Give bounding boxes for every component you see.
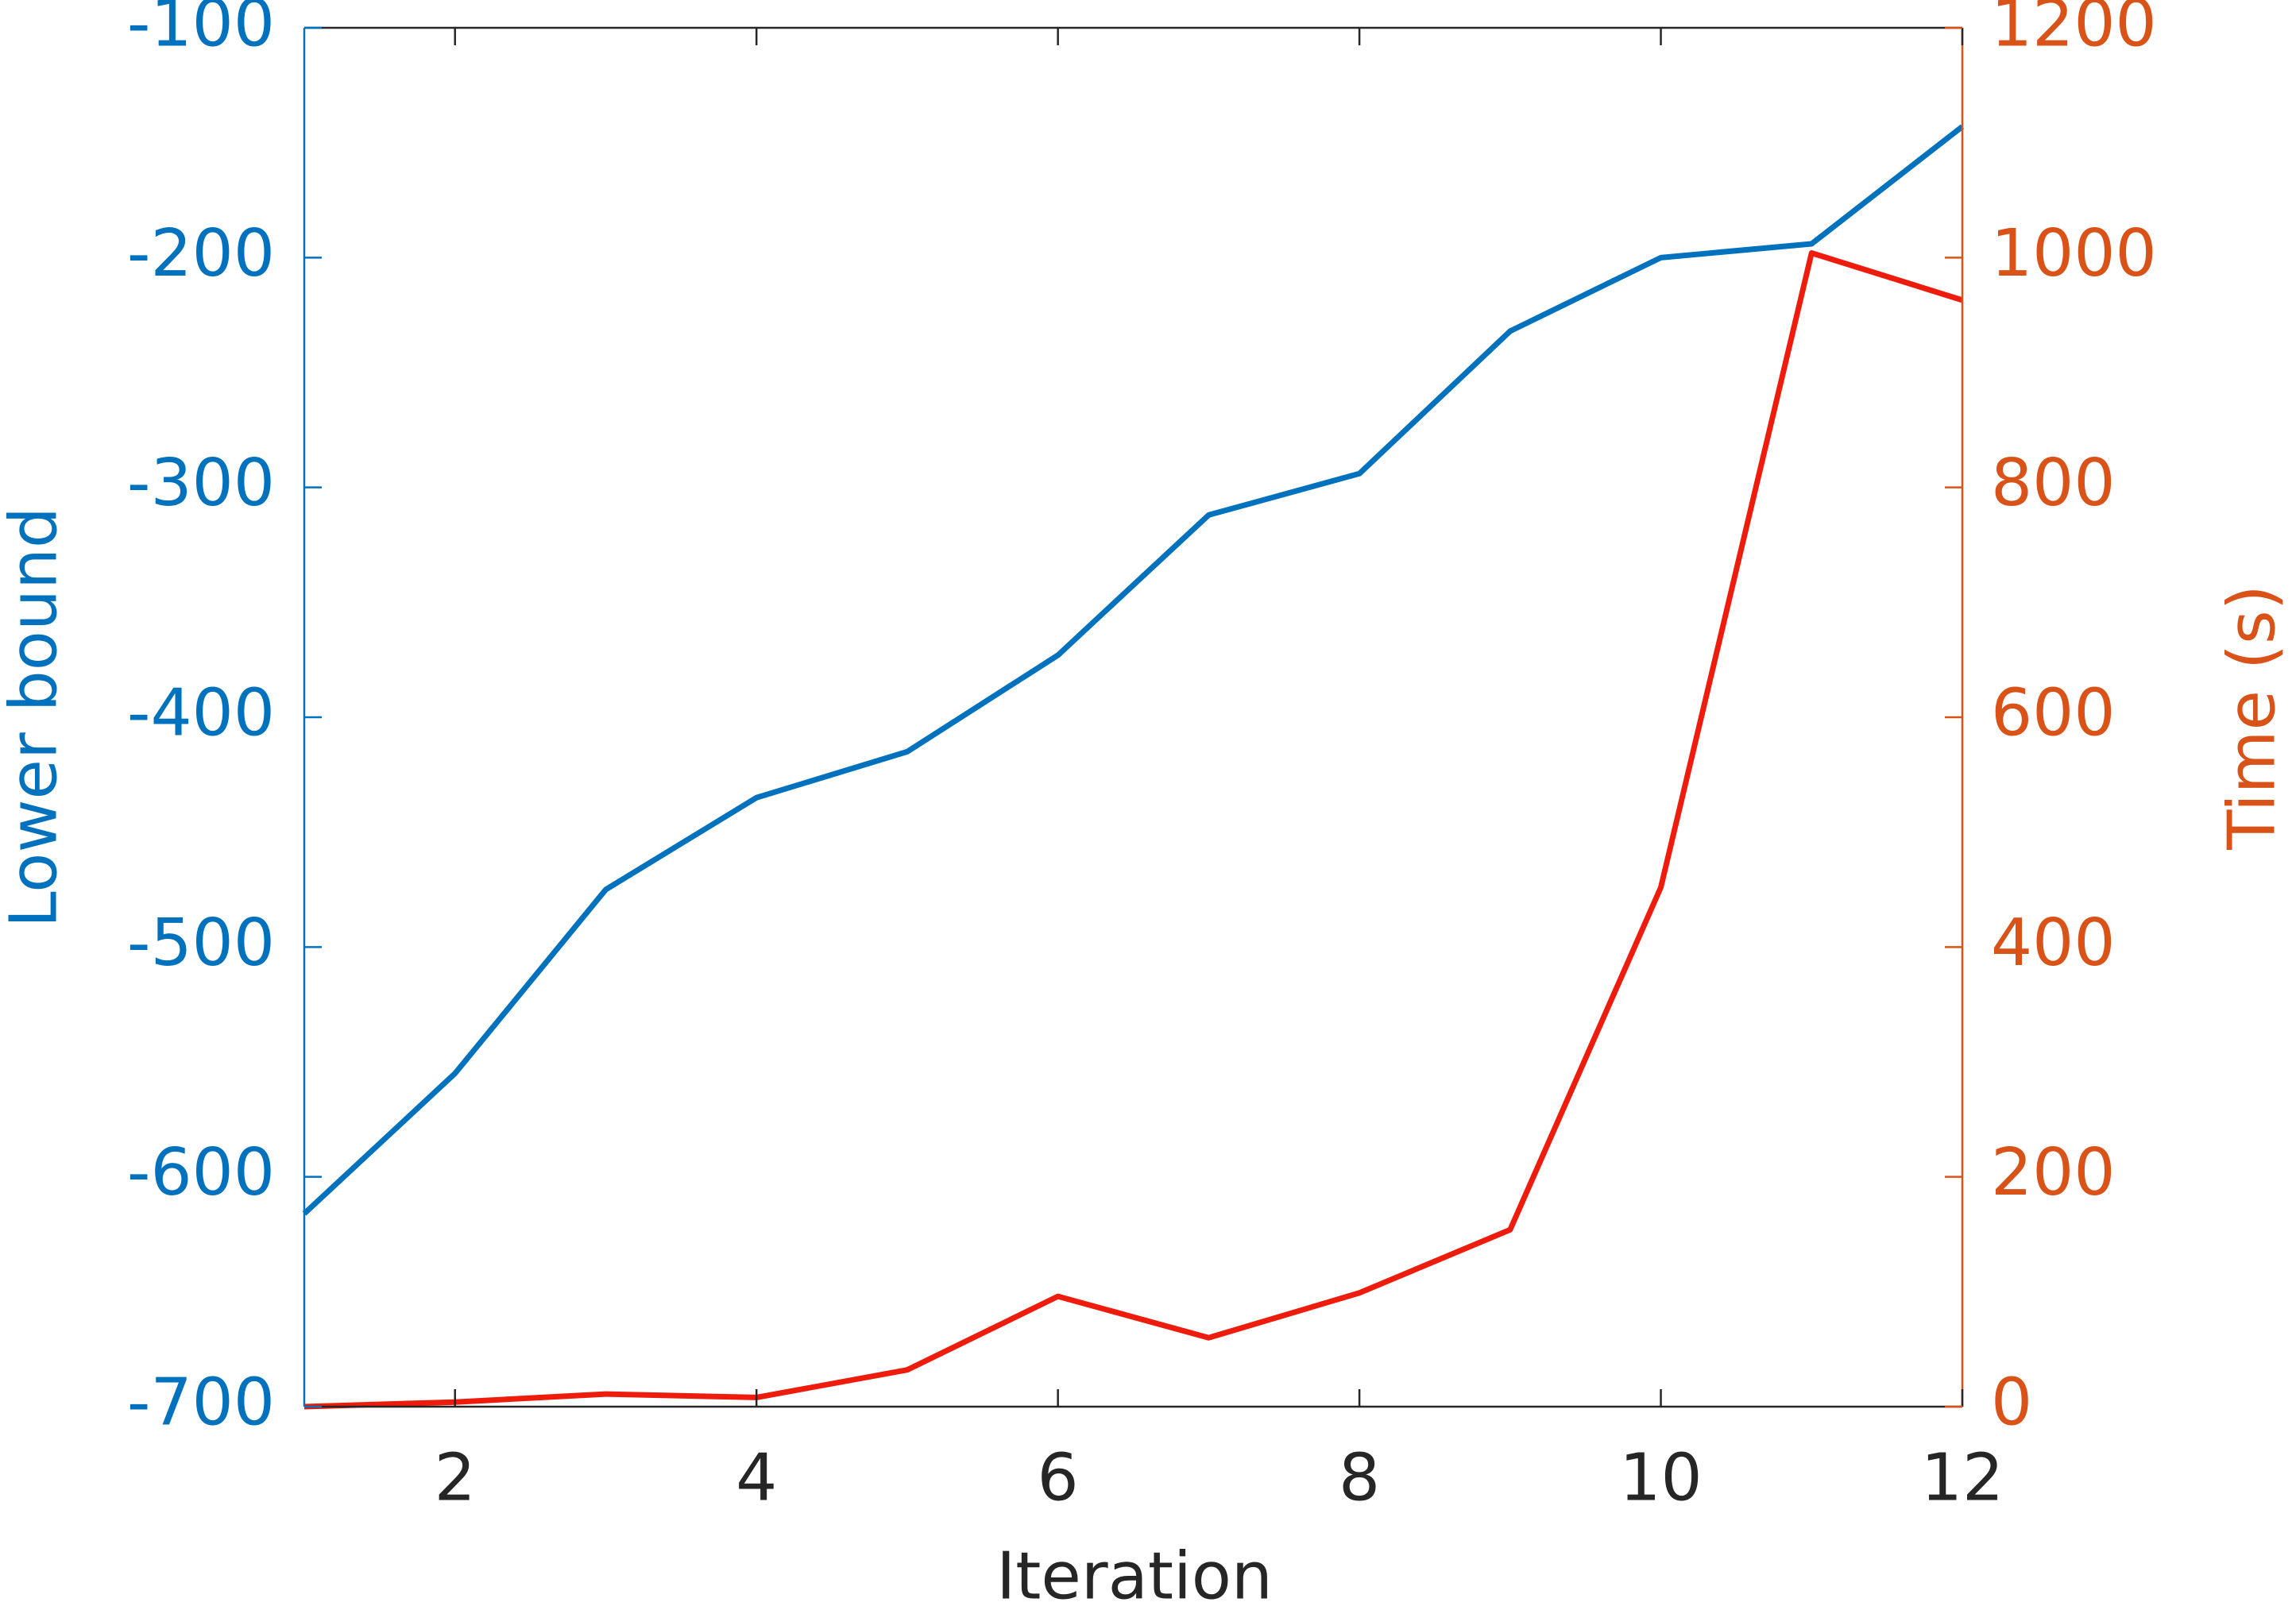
y2-tick-label: 0	[1991, 1365, 2032, 1440]
y2-tick-label: 1000	[1991, 216, 2157, 291]
y2-tick-label: 800	[1991, 446, 2116, 521]
y-tick-label: -700	[127, 1365, 275, 1440]
y2-tick-label: 400	[1991, 905, 2116, 981]
y-tick-label: -400	[127, 675, 275, 751]
y-tick-label: -200	[127, 216, 275, 291]
y2-tick-label: 200	[1991, 1135, 2116, 1210]
y-tick-label: -600	[127, 1135, 275, 1210]
y-axis-label: Lower bound	[0, 507, 72, 928]
y2-tick-label: 600	[1991, 675, 2116, 751]
x-tick-label: 8	[1339, 1440, 1380, 1515]
x-tick-label: 10	[1619, 1440, 1702, 1515]
data-line	[302, 124, 1965, 1216]
x-axis-label: Iteration	[996, 1539, 1273, 1610]
x-tick-label: 2	[435, 1440, 476, 1515]
y-tick-label: -100	[127, 0, 275, 61]
x-tick-label: 6	[1038, 1440, 1079, 1515]
data-line	[303, 250, 1964, 1410]
y-tick-label: -500	[127, 905, 275, 981]
y2-axis-label: Time (s)	[2214, 585, 2290, 850]
x-tick-label: 12	[1921, 1440, 2004, 1515]
y-tick-label: -300	[127, 446, 275, 521]
y2-tick-label: 1200	[1991, 0, 2157, 61]
x-tick-label: 4	[736, 1440, 777, 1515]
